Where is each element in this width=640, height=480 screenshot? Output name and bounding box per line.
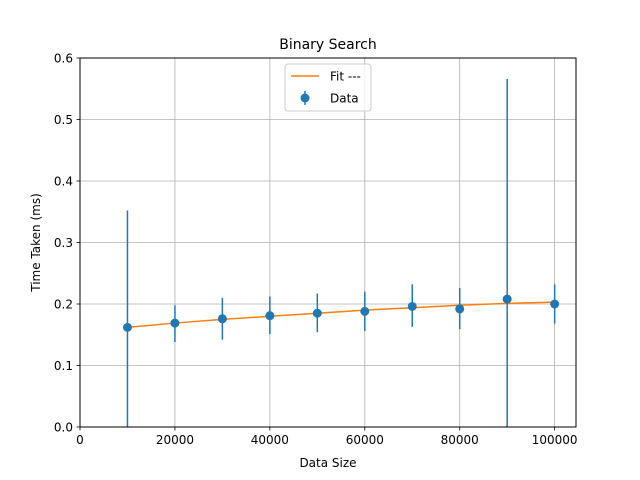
y-tick-label: 0.2 <box>54 298 73 312</box>
y-axis-label: Time Taken (ms) <box>29 193 43 293</box>
axes: 0 20000 40000 60000 80000 100000 0.0 0.1 0.2 0.3 0… <box>54 52 578 448</box>
data-point <box>312 308 322 318</box>
legend-data-label: Data <box>330 92 359 106</box>
legend: Fit --- Data <box>284 63 372 112</box>
fit-line-layer <box>127 301 555 329</box>
data-point <box>122 322 132 332</box>
data-point <box>265 311 275 321</box>
data-point <box>550 299 560 309</box>
data-point <box>217 314 227 324</box>
data-point <box>502 294 512 304</box>
y-tick-label: 0.4 <box>54 175 73 189</box>
fit-line <box>127 301 555 329</box>
x-tick-label: 100000 <box>532 433 578 447</box>
x-tick-label: 20000 <box>156 433 194 447</box>
y-tick-label: 0.0 <box>54 421 73 435</box>
data-point <box>360 306 370 316</box>
chart-title: Binary Search <box>279 37 377 53</box>
grid <box>79 57 576 428</box>
x-tick-label: 60000 <box>346 433 384 447</box>
legend-data-swatch-marker <box>300 93 310 103</box>
x-tick-label: 80000 <box>441 433 479 447</box>
y-tick-label: 0.3 <box>54 236 73 250</box>
legend-fit-label: Fit --- <box>330 70 361 84</box>
y-tick-label: 0.1 <box>54 359 73 373</box>
y-tick-label: 0.5 <box>54 113 73 127</box>
data-points-layer <box>122 78 560 427</box>
data-point <box>407 301 417 311</box>
data-point <box>455 304 465 314</box>
x-tick-label: 0 <box>76 433 84 447</box>
data-point <box>170 318 180 328</box>
x-axis-label: Data Size <box>299 456 356 470</box>
y-tick-label: 0.6 <box>54 52 73 66</box>
x-tick-label: 40000 <box>251 433 289 447</box>
